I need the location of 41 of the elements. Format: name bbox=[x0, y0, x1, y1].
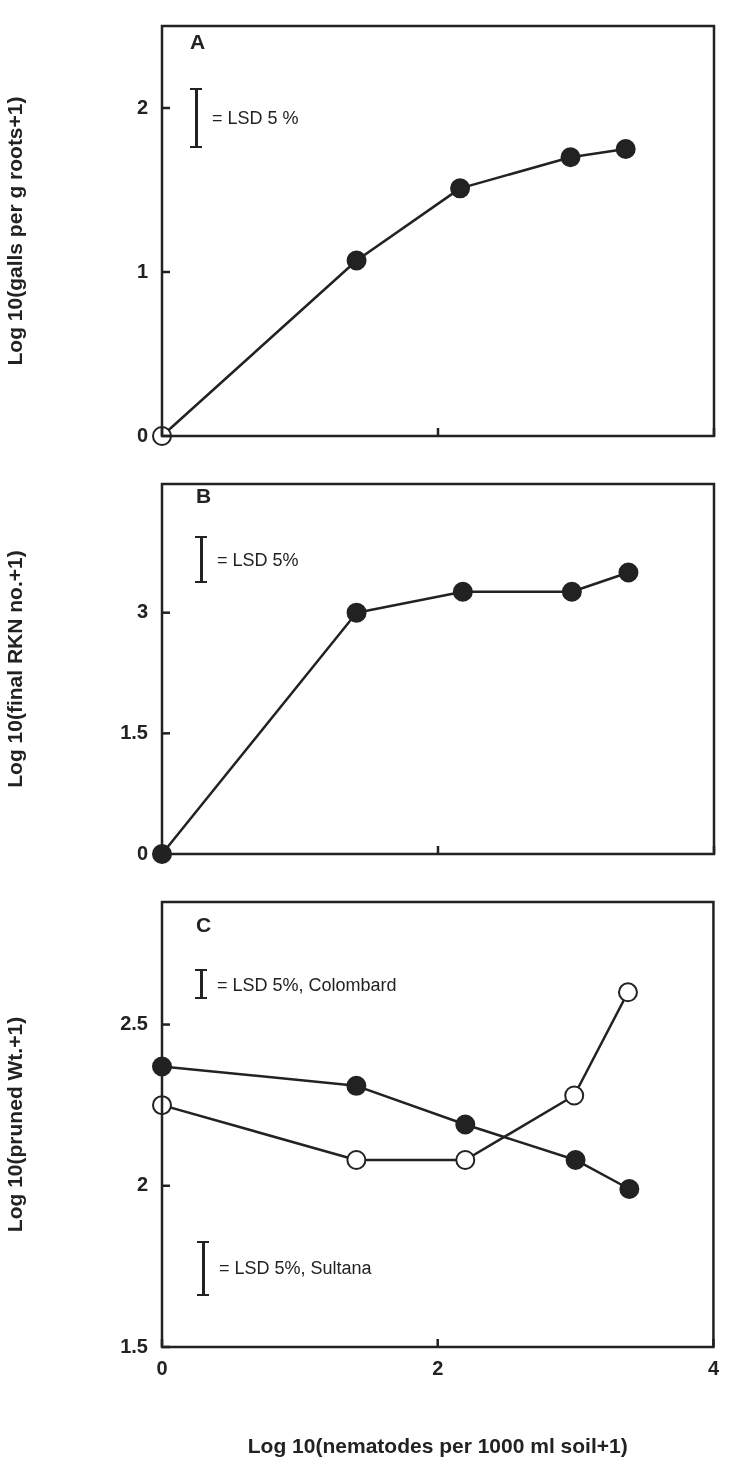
annotation: = LSD 5 % bbox=[212, 107, 299, 129]
y-tick-label: 3 bbox=[136, 600, 148, 623]
point bbox=[564, 1085, 585, 1106]
annotation: C bbox=[196, 913, 212, 937]
x-tick-label: 4 bbox=[707, 1356, 720, 1379]
y-tick-label: 2.5 bbox=[120, 1012, 148, 1035]
annotation: = LSD 5%, Colombard bbox=[217, 974, 397, 996]
point bbox=[346, 1075, 367, 1096]
y-tick-label: 2 bbox=[136, 95, 148, 118]
point bbox=[152, 844, 172, 864]
x-tick-label: 2 bbox=[432, 1356, 444, 1379]
annotation: A bbox=[190, 30, 206, 54]
point bbox=[561, 581, 582, 602]
point bbox=[455, 1149, 476, 1170]
y-axis-title: Log 10(pruned Wt.+1) bbox=[3, 1016, 27, 1233]
point bbox=[615, 139, 636, 159]
point bbox=[346, 250, 367, 271]
y-tick-label: 1.5 bbox=[120, 1334, 148, 1357]
annotation: = LSD 5%, Sultana bbox=[219, 1257, 372, 1279]
y-tick-label: 0 bbox=[136, 423, 148, 446]
x-axis-title: Log 10(nematodes per 1000 ml soil+1) bbox=[247, 1434, 628, 1458]
y-tick-label: 2 bbox=[136, 1173, 148, 1196]
point bbox=[452, 581, 473, 602]
point bbox=[455, 1114, 476, 1135]
point bbox=[618, 562, 639, 583]
point bbox=[450, 178, 471, 199]
x-tick-label: 0 bbox=[156, 1356, 168, 1379]
annotation: B bbox=[196, 484, 212, 508]
point bbox=[565, 1149, 586, 1170]
y-axis-title: Log 10(final RKN no.+1) bbox=[3, 550, 27, 788]
point bbox=[619, 1178, 640, 1199]
annotation: = LSD 5% bbox=[217, 549, 299, 571]
y-tick-label: 0 bbox=[136, 841, 148, 864]
point bbox=[346, 602, 367, 623]
y-tick-label: 1 bbox=[136, 259, 148, 282]
point bbox=[152, 426, 172, 446]
point bbox=[617, 982, 638, 1003]
point bbox=[560, 147, 581, 168]
y-tick-label: 1.5 bbox=[120, 720, 148, 743]
point bbox=[346, 1149, 367, 1170]
y-axis-title: Log 10(galls per g roots+1) bbox=[3, 96, 27, 366]
